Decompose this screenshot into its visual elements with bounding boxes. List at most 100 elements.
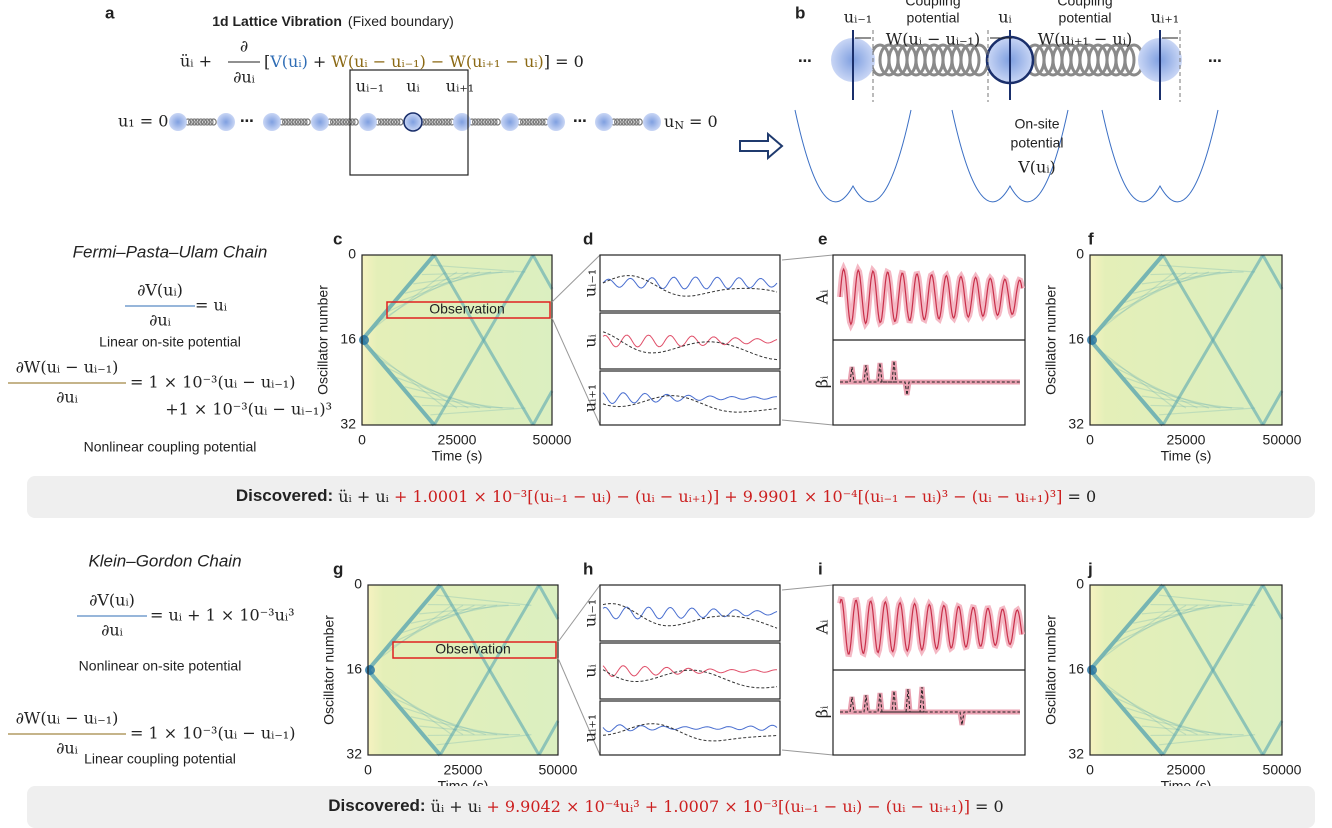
wave-front (1115, 367, 1198, 409)
discovered-prefix: Discovered: (328, 796, 425, 815)
amplitude-curve (839, 267, 1023, 326)
wave-front (430, 264, 526, 273)
wave-front (432, 254, 535, 426)
wave-front (410, 716, 498, 736)
chain-name: Fermi–Pasta–Ulam Chain (73, 242, 268, 261)
title-note: (Fixed boundary) (348, 13, 454, 29)
spring-coil (526, 118, 533, 126)
coupling-label: Coupling (1057, 0, 1112, 9)
zoom-line (781, 419, 834, 426)
series-label: uᵢ₊₁ (581, 714, 600, 742)
observation-box (386, 301, 551, 319)
equation-rest: [V(uᵢ) + W(uᵢ − uᵢ₋₁) − W(uᵢ₊₁ − uᵢ)] = … (264, 52, 584, 71)
x-tick-label: 25000 (438, 432, 477, 448)
x-tick-label: 50000 (1263, 762, 1302, 778)
equation-rest-part: W(uᵢ − uᵢ₋₁) − W(uᵢ₊₁ − uᵢ) (331, 52, 543, 71)
wave-front (1133, 386, 1221, 409)
lattice-site (501, 113, 519, 131)
spring-coil (339, 118, 346, 126)
equation-rest-part: [ (264, 52, 270, 71)
spring-coil (197, 118, 204, 126)
y-tick-label: 16 (1068, 331, 1084, 347)
reference-curve (602, 331, 778, 361)
coupling-label: Linear coupling potential (84, 751, 236, 767)
param-label: βᵢ (813, 376, 832, 388)
spring-coil (617, 118, 624, 126)
spring-coil (352, 118, 359, 126)
wave-front (421, 404, 515, 409)
amplitude-curve (839, 598, 1023, 655)
zoom-line (781, 749, 834, 756)
spring-coil (520, 118, 527, 126)
spring-coil (432, 118, 439, 126)
spring-coil (633, 118, 640, 126)
wave-front (1159, 407, 1256, 416)
wave-front (1133, 716, 1221, 736)
observed-curve (602, 606, 778, 620)
param-label: βᵢ (813, 706, 832, 718)
spring-coil (484, 118, 492, 126)
discovered-box (27, 786, 1315, 828)
onsite-potential (1101, 109, 1219, 203)
spring-coil (330, 118, 337, 126)
zoom-line (781, 584, 834, 591)
series-box (599, 312, 781, 370)
spring-coil (529, 118, 537, 126)
onsite-label: Nonlinear on-site potential (79, 658, 242, 674)
y-axis-label: Oscillator number (315, 285, 331, 395)
wave-front (438, 584, 541, 756)
spring-coil (614, 118, 621, 126)
series-label: uᵢ₋₁ (581, 269, 600, 297)
equation-rest-part: V(uᵢ) (269, 52, 308, 71)
spring-coil (336, 118, 343, 126)
zoom-line (557, 584, 601, 643)
wave-front (404, 271, 492, 294)
y-tick-label: 0 (1076, 246, 1084, 262)
spring-coil (472, 118, 479, 126)
lattice-site (595, 113, 613, 131)
wave-front (419, 725, 509, 736)
wave-front (438, 584, 541, 756)
spring-coil (210, 118, 217, 126)
x-axis-label: Time (s) (1161, 448, 1212, 464)
wave-front (1150, 271, 1244, 276)
box-label: uᵢ (406, 77, 420, 96)
panel-letter: e (818, 229, 827, 248)
series-label: uᵢ (581, 334, 600, 348)
equation-frac-den: ∂uᵢ (233, 68, 255, 87)
spring-coil (539, 118, 546, 126)
onsite-eq-numerator: ∂V(uᵢ) (89, 591, 135, 610)
panel-letter: d (583, 229, 593, 248)
wave-front (421, 271, 515, 276)
wave-front (1098, 604, 1175, 662)
discovered-part: + 1.0001 × 10⁻³[(uᵢ₋₁ − uᵢ) − (uᵢ − uᵢ₊₁… (389, 487, 1063, 506)
wave-front (378, 358, 458, 409)
wave-front (1141, 395, 1233, 409)
discovered-part: + 9.9042 × 10⁻⁴uᵢ³ + 1.0007 × 10⁻³[(uᵢ₋₁… (481, 797, 970, 816)
heatmap-bg (1090, 585, 1282, 755)
discovered-part: = 0 (970, 797, 1004, 816)
box-label: uᵢ₋₁ (356, 77, 384, 96)
spring-coil (387, 118, 394, 126)
x-tick-label: 0 (1086, 432, 1094, 448)
x-tick-label: 25000 (1167, 762, 1206, 778)
panel-letter: h (583, 559, 593, 578)
source (365, 665, 375, 675)
onsite-eq-numerator: ∂V(uᵢ) (137, 281, 183, 300)
reference-curve (602, 275, 778, 297)
spring-coil (426, 118, 433, 126)
wave-front (413, 395, 503, 409)
x-tick-label: 50000 (539, 762, 578, 778)
source (1087, 665, 1097, 675)
wave-front (395, 376, 481, 409)
ellipsis: ⋯ (1208, 53, 1222, 69)
discovered-prefix: Discovered: (236, 486, 333, 505)
reference-curve (602, 669, 778, 689)
wave-front (1106, 604, 1187, 652)
boundary-right-part: N (674, 119, 684, 132)
wave-front (1115, 604, 1198, 643)
spring-coil (1114, 43, 1136, 77)
wave-front (402, 706, 486, 736)
wave-front (427, 734, 521, 737)
coupling-eq-extra: +1 × 10⁻³(uᵢ − uᵢ₋₁)³ (165, 400, 332, 419)
